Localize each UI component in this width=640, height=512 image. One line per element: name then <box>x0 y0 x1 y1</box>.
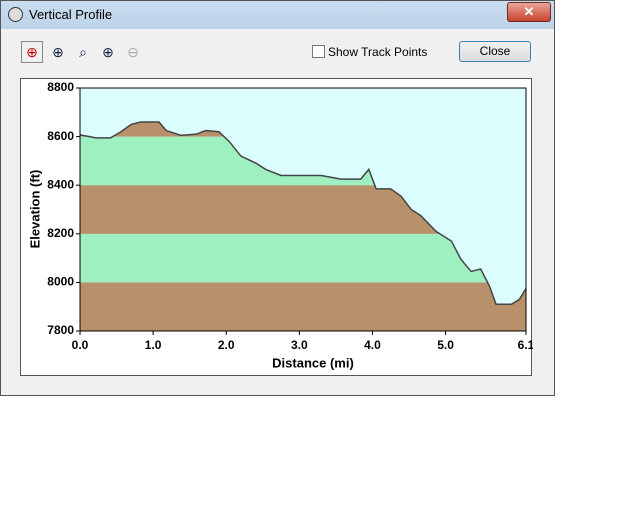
x-tick-label: 0.0 <box>72 338 89 352</box>
window: Vertical Profile ✕ ⊕ ⊕ ⌕ ⊕ ⊖ Show Track Poin… <box>0 0 555 396</box>
checkbox[interactable] <box>312 45 325 58</box>
window-title: Vertical Profile <box>29 7 113 22</box>
y-tick-label: 8400 <box>47 177 74 191</box>
toolbar: ⊕ ⊕ ⌕ ⊕ ⊖ <box>21 41 148 63</box>
close-x[interactable]: ✕ <box>507 2 551 22</box>
tool-zoom-box[interactable]: ⌕ <box>79 44 87 60</box>
y-tick-label: 8000 <box>47 275 74 289</box>
x-tick-label: 5.0 <box>437 338 454 352</box>
elevation-band <box>80 282 526 331</box>
y-tick-label: 7800 <box>47 323 74 337</box>
chart: Distance (mi) Elevation (ft) 7800 8000 820… <box>20 78 533 376</box>
close-button[interactable]: Close <box>459 41 531 62</box>
tool-crosshair[interactable]: ⊕ <box>52 44 64 60</box>
x-tick-label: 2.0 <box>218 338 235 352</box>
window-icon <box>8 7 23 22</box>
x-tick-label: 1.0 <box>145 338 162 352</box>
tool-select[interactable]: ⊕ <box>21 41 43 63</box>
x-tick-label: 3.0 <box>291 338 308 352</box>
y-tick-label: 8600 <box>47 129 74 143</box>
y-tick-label: 8200 <box>47 226 74 240</box>
y-axis-label: Elevation (ft) <box>27 170 42 249</box>
x-tick-label: 4.0 <box>364 338 381 352</box>
x-axis-label: Distance (mi) <box>272 355 354 370</box>
y-tick-label: 8800 <box>47 80 74 94</box>
x-tick-label: 6.1 <box>518 338 533 352</box>
tool-zoom-in[interactable]: ⊕ <box>102 44 114 60</box>
checkbox-label[interactable]: Show Track Points <box>328 45 428 59</box>
plot-border <box>79 87 527 332</box>
tool-zoom-out[interactable]: ⊖ <box>127 44 139 60</box>
profile-line <box>79 121 527 306</box>
